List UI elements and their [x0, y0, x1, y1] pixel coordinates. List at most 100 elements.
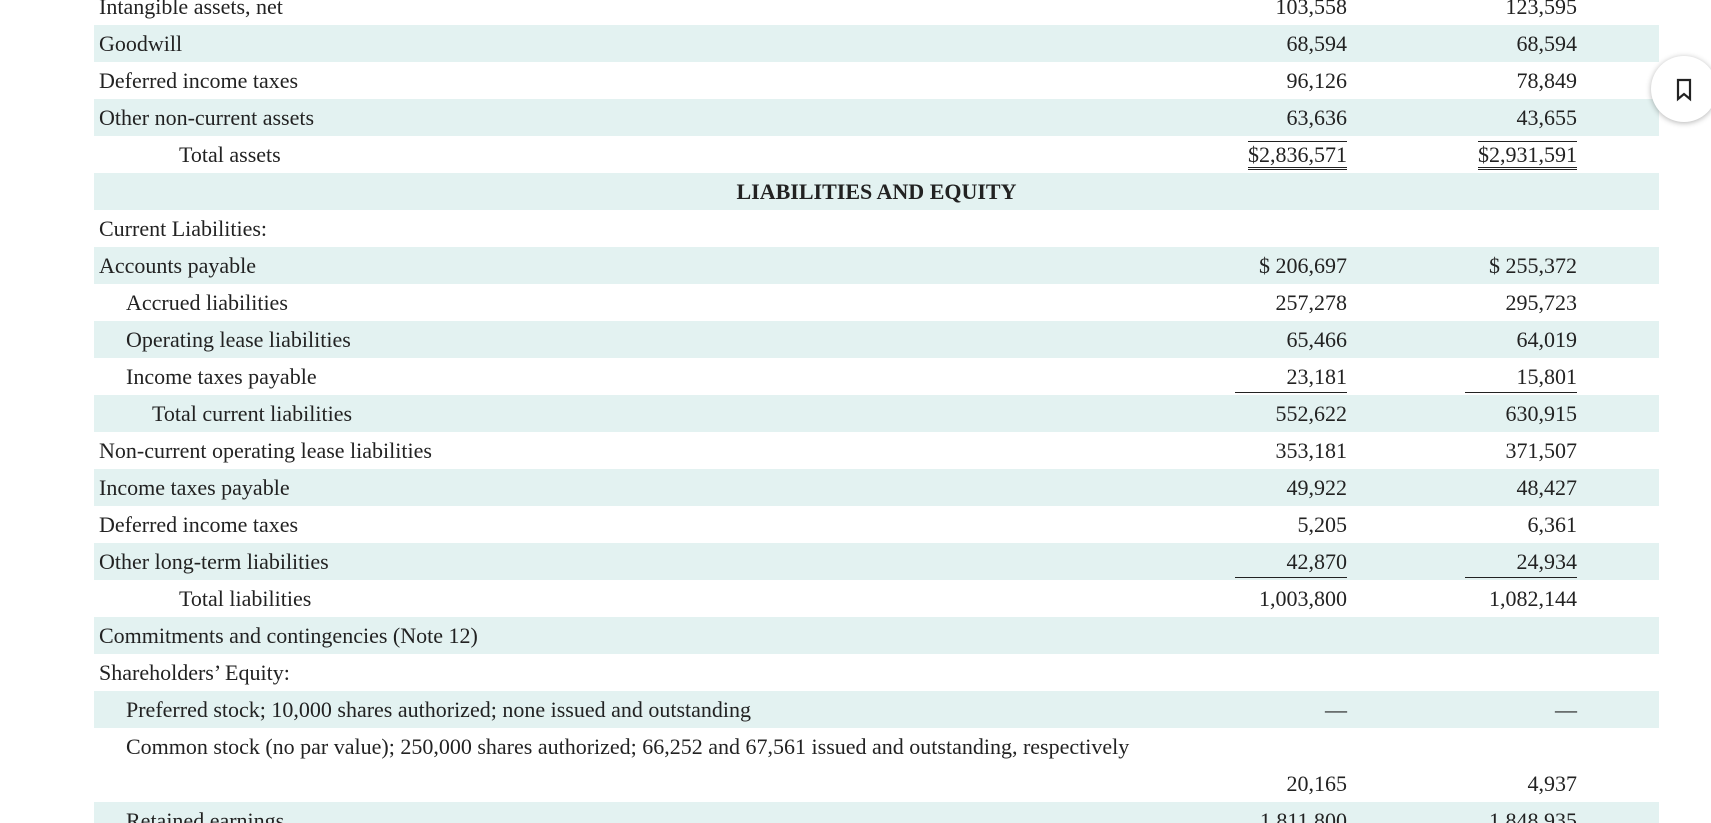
- value: 20,165: [1286, 771, 1348, 796]
- value: 43,655: [1516, 105, 1578, 130]
- value: 1,811,800: [1259, 808, 1347, 823]
- value: 96,126: [1286, 68, 1348, 93]
- value-cell: 49,922: [1287, 469, 1348, 506]
- value-cell: 123,595: [1506, 0, 1578, 25]
- row-label: Total liabilities: [179, 586, 312, 611]
- value-cell: 63,636: [1287, 99, 1348, 136]
- value: 630,915: [1505, 401, 1578, 426]
- row-label: Other long-term liabilities: [99, 549, 329, 574]
- bookmark-button[interactable]: [1651, 56, 1711, 122]
- value-cell: $2,836,571: [1248, 136, 1347, 173]
- value: 552,622: [1275, 401, 1348, 426]
- table-row: Operating lease liabilities 65,466 64,019: [94, 321, 1659, 358]
- section-heading: LIABILITIES AND EQUITY: [736, 179, 1017, 204]
- table-row: Other non-current assets 63,636 43,655: [94, 99, 1659, 136]
- value-cell: 15,801: [1465, 358, 1577, 395]
- value: 371,507: [1505, 438, 1578, 463]
- balance-sheet: Intangible assets, net 103,558 123,595 Good…: [94, 0, 1659, 823]
- row-label: Shareholders’ Equity:: [99, 660, 290, 685]
- row-label: Deferred income taxes: [99, 68, 299, 93]
- table-row: Deferred income taxes 96,126 78,849: [94, 62, 1659, 99]
- table-row: Income taxes payable 49,922 48,427: [94, 469, 1659, 506]
- value-cell: 23,181: [1235, 358, 1347, 395]
- value-cell: 68,594: [1287, 25, 1348, 62]
- value: $ 206,697: [1259, 253, 1347, 278]
- row-label: Income taxes payable: [126, 364, 317, 389]
- table-row: Goodwill 68,594 68,594: [94, 25, 1659, 62]
- value-cell: 257,278: [1276, 284, 1348, 321]
- value: 15,801: [1465, 362, 1577, 393]
- value-cell: 1,811,800: [1260, 802, 1347, 823]
- value-cell: 24,934: [1465, 543, 1577, 580]
- value-cell: 1,082,144: [1489, 580, 1577, 617]
- value: $2,931,591: [1478, 141, 1577, 170]
- value-cell: —: [1555, 691, 1577, 728]
- value: 49,922: [1286, 475, 1348, 500]
- row-label: Other non-current assets: [99, 105, 315, 130]
- table-row: Intangible assets, net 103,558 123,595: [94, 0, 1659, 25]
- table-row: Non-current operating lease liabilities 3…: [94, 432, 1659, 469]
- bookmark-icon: [1676, 78, 1692, 102]
- row-label: Income taxes payable: [99, 475, 290, 500]
- value-cell: 43,655: [1517, 99, 1578, 136]
- value: 23,181: [1235, 362, 1347, 393]
- table-row: Accounts payable $ 206,697 $ 255,372: [94, 247, 1659, 284]
- value-cell: 103,558: [1276, 0, 1348, 25]
- value-cell: 6,361: [1528, 506, 1578, 543]
- value-cell: 552,622: [1276, 395, 1348, 432]
- table-row: Total assets $2,836,571 $2,931,591: [94, 136, 1659, 173]
- row-label: Preferred stock; 10,000 shares authorize…: [126, 697, 752, 722]
- table-row: Current Liabilities:: [94, 210, 1659, 247]
- value: 4,937: [1527, 771, 1578, 796]
- value: —: [1555, 697, 1577, 722]
- row-label: Current Liabilities:: [99, 216, 268, 241]
- value: 257,278: [1275, 290, 1348, 315]
- value: 123,595: [1505, 0, 1578, 19]
- value: 68,594: [1286, 31, 1348, 56]
- row-label: Total current liabilities: [152, 401, 353, 426]
- table-row: Preferred stock; 10,000 shares authorize…: [94, 691, 1659, 728]
- value-cell: 630,915: [1506, 395, 1578, 432]
- value-cell: $ 255,372: [1489, 247, 1577, 284]
- value: 24,934: [1465, 547, 1577, 578]
- row-label: Commitments and contingencies (Note 12): [99, 623, 478, 648]
- row-label: Intangible assets, net: [99, 0, 283, 19]
- table-row: Retained earnings 1,811,800 1,848,935: [94, 802, 1659, 823]
- value-cell: 48,427: [1517, 469, 1578, 506]
- value-cell: 295,723: [1506, 284, 1578, 321]
- value-cell: 78,849: [1517, 62, 1578, 99]
- value: 295,723: [1505, 290, 1578, 315]
- value-cell: 1,003,800: [1259, 580, 1347, 617]
- value-cell: 68,594: [1517, 25, 1578, 62]
- row-label: Total assets: [179, 142, 281, 167]
- value: 103,558: [1275, 0, 1348, 19]
- table-row: Deferred income taxes 5,205 6,361: [94, 506, 1659, 543]
- value-cell: 5,205: [1298, 506, 1348, 543]
- row-label: Goodwill: [99, 31, 183, 56]
- row-label: Accrued liabilities: [126, 290, 288, 315]
- value: 42,870: [1235, 547, 1347, 578]
- table-row: Accrued liabilities 257,278 295,723: [94, 284, 1659, 321]
- row-label: Retained earnings: [126, 808, 285, 823]
- value-cell: 64,019: [1517, 321, 1578, 358]
- value: 64,019: [1516, 327, 1578, 352]
- value: 6,361: [1527, 512, 1578, 537]
- value-cell: 1,848,935: [1489, 802, 1577, 823]
- table-row: Commitments and contingencies (Note 12): [94, 617, 1659, 654]
- value-cell: 42,870: [1235, 543, 1347, 580]
- value: 65,466: [1286, 327, 1348, 352]
- row-label: Deferred income taxes: [99, 512, 299, 537]
- value: 63,636: [1286, 105, 1348, 130]
- table-row: Income taxes payable 23,181 15,801: [94, 358, 1659, 395]
- table-row: Common stock (no par value); 250,000 sha…: [94, 728, 1659, 802]
- value-cell: 20,165: [1287, 765, 1348, 802]
- table-row: Shareholders’ Equity:: [94, 654, 1659, 691]
- value-cell: 353,181: [1276, 432, 1348, 469]
- value: 68,594: [1516, 31, 1578, 56]
- value-cell: $ 206,697: [1259, 247, 1347, 284]
- value: 48,427: [1516, 475, 1578, 500]
- value: 1,082,144: [1489, 586, 1577, 611]
- value-cell: 371,507: [1506, 432, 1578, 469]
- bookmark-glyph: [1676, 78, 1692, 102]
